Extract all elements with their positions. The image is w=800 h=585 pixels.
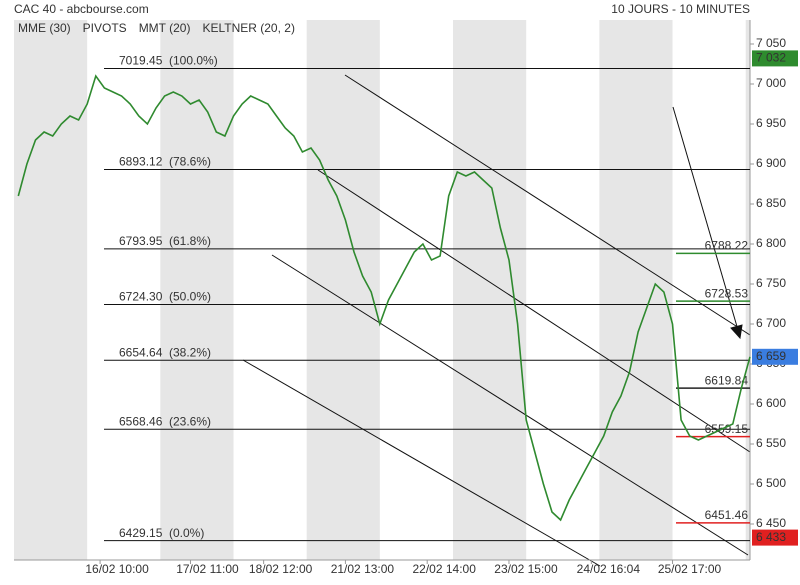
- day-bands: [14, 20, 750, 560]
- price-marker-label: 6 433: [756, 530, 786, 544]
- price-marker: [752, 348, 798, 365]
- pivot-label: 6788.22: [705, 239, 749, 253]
- y-tick-label: 6 450: [756, 516, 786, 530]
- arrow-line: [672, 106, 739, 331]
- pivot-label: 6619.84: [705, 373, 749, 387]
- y-tick-label: 7 000: [756, 76, 786, 90]
- legend-entry: KELTNER (20, 2): [202, 21, 294, 35]
- y-tick-label: 6 500: [756, 476, 786, 490]
- legend-entry: MME (30): [18, 21, 71, 35]
- fib-label: 6568.46: [119, 414, 163, 428]
- day-band: [745, 20, 750, 560]
- x-tick-label: 25/02 17:00: [658, 562, 722, 576]
- fib-pct: (50.0%): [169, 290, 211, 304]
- x-tick-label: 22/02 14:00: [412, 562, 476, 576]
- fib-pct: (38.2%): [169, 345, 211, 359]
- y-tick-label: 6 600: [756, 396, 786, 410]
- y-tick-label: 6 850: [756, 196, 786, 210]
- fib-pct: (100.0%): [169, 54, 218, 68]
- y-tick-label: 6 700: [756, 316, 786, 330]
- fib-pct: (0.0%): [169, 526, 204, 540]
- day-band: [599, 20, 673, 560]
- x-tick-label: 23/02 15:00: [494, 562, 558, 576]
- day-band: [306, 20, 380, 560]
- y-tick-label: 6 750: [756, 276, 786, 290]
- fib-label: 6429.15: [119, 526, 163, 540]
- channel-line: [317, 169, 751, 453]
- fib-pct: (23.6%): [169, 414, 211, 428]
- x-tick-label: 24/02 16:04: [577, 562, 641, 576]
- y-tick-label: 6 900: [756, 156, 786, 170]
- channel-line: [344, 74, 751, 336]
- y-tick-label: 6 950: [756, 116, 786, 130]
- x-tick-label: 18/02 12:00: [249, 562, 313, 576]
- y-tick-label: 6 800: [756, 236, 786, 250]
- price-marker-label: 7 032: [756, 51, 786, 65]
- fib-label: 6654.64: [119, 345, 163, 359]
- chart-title: CAC 40 - abcbourse.com: [14, 2, 149, 16]
- x-tick-label: 17/02 11:00: [176, 562, 239, 576]
- channel-line: [242, 359, 601, 567]
- price-line: [17, 74, 751, 522]
- legend-entry: MMT (20): [139, 21, 191, 35]
- price-marker: [752, 529, 798, 546]
- pivot-label: 6728.53: [705, 286, 749, 300]
- fib-label: 6893.12: [119, 155, 163, 169]
- y-tick-label: 6 550: [756, 436, 786, 450]
- price-marker: [752, 50, 798, 67]
- price-marker-label: 6 659: [756, 349, 786, 363]
- fib-pct: (78.6%): [169, 155, 211, 169]
- x-tick-label: 16/02 10:00: [85, 562, 149, 576]
- arrow-head: [730, 324, 743, 340]
- fib-pct: (61.8%): [169, 234, 211, 248]
- chart-subtitle: 10 JOURS - 10 MINUTES: [611, 2, 750, 16]
- y-tick-label: 7 050: [756, 36, 786, 50]
- fib-label: 6793.95: [119, 234, 163, 248]
- day-band: [453, 20, 527, 560]
- fib-label: 7019.45: [119, 54, 163, 68]
- pivot-label: 6451.46: [705, 508, 749, 522]
- day-band: [160, 20, 234, 560]
- x-tick-label: 21/02 13:00: [331, 562, 395, 576]
- fib-label: 6724.30: [119, 290, 163, 304]
- legend-entry: PIVOTS: [83, 21, 127, 35]
- day-band: [14, 20, 88, 560]
